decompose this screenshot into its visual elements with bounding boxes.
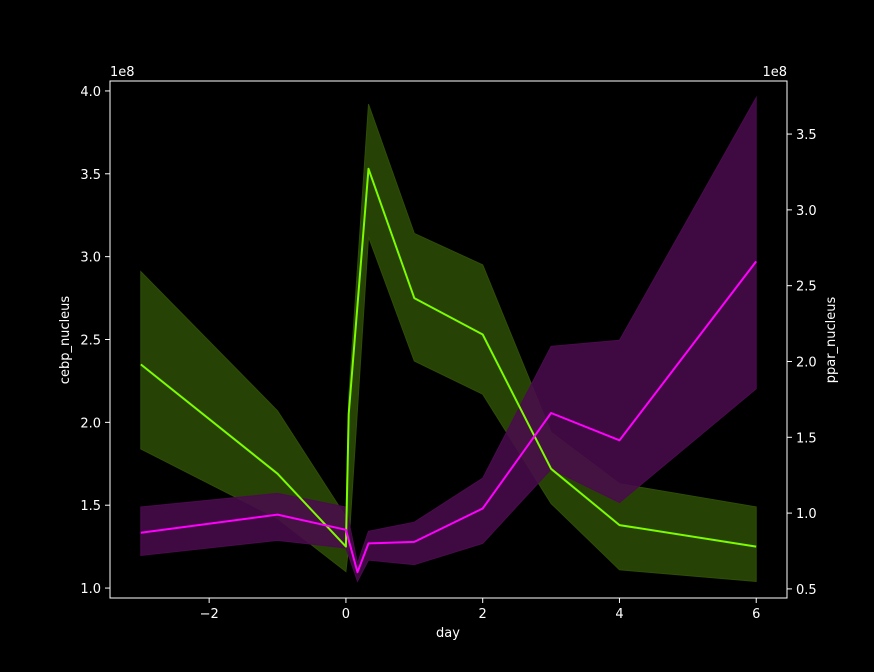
y-right-axis-ticks: 0.5 1.0 1.5 2.0 2.5 3.0 3.5 [787,128,817,598]
x-tick-label: 4 [615,607,623,622]
confidence-bands [140,95,757,583]
y-right-tick-label: 2.0 [796,355,817,370]
y-left-tick-label: 3.5 [80,168,101,183]
x-tick-label: −2 [200,607,219,622]
y-left-tick-label: 2.0 [80,416,101,431]
y-right-axis-label: ppar_nucleus [824,296,839,383]
x-axis-label: day [436,626,460,641]
x-axis-ticks: −2 0 2 4 6 [200,598,760,622]
series-2-line [140,260,757,574]
y-left-tick-label: 1.5 [80,499,101,514]
series-1-band [140,104,757,582]
y-right-tick-label: 3.0 [796,204,817,219]
y-right-tick-label: 1.0 [796,507,817,522]
y-right-tick-label: 0.5 [796,583,817,598]
x-tick-label: 6 [752,607,760,622]
x-tick-label: 0 [342,607,350,622]
y-right-multiplier: 1e8 [762,65,787,80]
series-1-line [140,167,757,548]
y-right-tick-label: 3.5 [796,128,817,143]
y-left-multiplier: 1e8 [110,65,135,80]
y-left-tick-label: 1.0 [80,582,101,597]
y-left-axis-ticks: 1.0 1.5 2.0 2.5 3.0 3.5 4.0 [80,85,110,597]
series-2-band [140,95,757,583]
y-right-tick-label: 1.5 [796,431,817,446]
x-tick-label: 2 [479,607,487,622]
y-left-axis-label: cebp_nucleus [58,296,73,385]
series-lines [140,167,757,574]
y-left-tick-label: 2.5 [80,334,101,349]
y-right-tick-label: 2.5 [796,280,817,295]
y-left-tick-label: 4.0 [80,85,101,100]
y-left-tick-label: 3.0 [80,251,101,266]
